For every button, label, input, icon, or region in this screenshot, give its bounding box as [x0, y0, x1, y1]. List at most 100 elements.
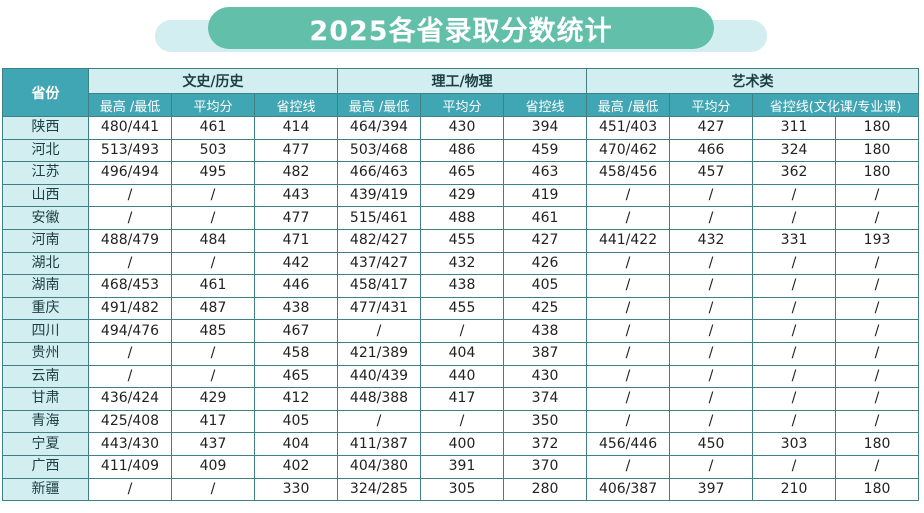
header-group-row: 省份 文史/历史 理工/物理 艺术类: [2, 68, 920, 117]
score-cell: 429: [420, 183, 505, 208]
score-cell: /: [586, 341, 671, 366]
table-row: 贵州 //458 421/389 404 387// / /: [2, 341, 920, 366]
table-row: 青海 425/408 417 405//350// / /: [2, 409, 920, 434]
subheader-control-line: 省控线: [503, 93, 588, 117]
score-cell: 461: [503, 206, 588, 230]
score-cell: 405: [253, 409, 339, 434]
score-cell: 465: [420, 161, 505, 185]
province-header: 省份: [2, 68, 89, 117]
score-cell: 495: [171, 161, 255, 185]
score-cell: 180: [835, 116, 920, 140]
score-cell: 397: [669, 477, 754, 502]
score-cell: 404: [420, 341, 505, 366]
table-row: 云南 //465 440/439 440 430// / /: [2, 364, 920, 389]
score-cell: 180: [835, 477, 920, 502]
score-cell: /: [88, 341, 172, 366]
table-row: 重庆 491/482 487 438 477/431 455 425// / /: [2, 296, 920, 321]
score-cell: 330: [253, 477, 339, 502]
score-cell: 411/409: [88, 454, 172, 479]
score-cell: /: [835, 409, 920, 434]
score-cell: 180: [835, 432, 920, 456]
score-cell: /: [835, 183, 920, 208]
score-cell: 459: [503, 138, 588, 163]
score-cell: 429: [171, 387, 255, 411]
score-cell: /: [752, 251, 837, 276]
score-cell: 425/408: [88, 409, 172, 434]
score-cell: 404/380: [337, 454, 422, 479]
score-cell: 463: [503, 161, 588, 185]
score-cell: 503: [171, 138, 255, 163]
score-cell: 496/494: [88, 161, 172, 185]
score-cell: /: [835, 364, 920, 389]
score-cell: /: [420, 319, 505, 343]
table-body: 陕西 480/441 461 414 464/394 430 394 451/403 427 31…: [2, 116, 920, 502]
table-row: 江苏 496/494 495 482 466/463 465 463 458/456 457 36…: [2, 161, 920, 185]
score-cell: /: [835, 319, 920, 343]
table-row: 湖南 468/453 461 446 458/417 438 405// / /: [2, 274, 920, 298]
table-row: 四川 494/476 485 467//438// / /: [2, 319, 920, 343]
score-cell: 480/441: [88, 116, 172, 140]
subheader-control-line: 省控线: [253, 93, 339, 117]
score-cell: /: [88, 364, 172, 389]
score-cell: /: [835, 454, 920, 479]
group-header-arts: 艺术类: [586, 68, 920, 94]
score-cell: 280: [503, 477, 588, 502]
score-cell: /: [752, 409, 837, 434]
score-cell: /: [669, 341, 754, 366]
score-cell: 427: [669, 116, 754, 140]
province-cell: 贵州: [2, 341, 89, 366]
score-cell: 311: [752, 116, 837, 140]
score-cell: 430: [420, 116, 505, 140]
table-row: 湖北 //442 437/427 432 426// / /: [2, 251, 920, 276]
province-cell: 云南: [2, 364, 89, 389]
province-cell: 河南: [2, 228, 89, 253]
score-cell: /: [171, 251, 255, 276]
score-cell: 374: [503, 387, 588, 411]
score-cell: 477/431: [337, 296, 422, 321]
province-cell: 重庆: [2, 296, 89, 321]
score-cell: 406/387: [586, 477, 671, 502]
score-cell: 482/427: [337, 228, 422, 253]
table-row: 新疆 //330 324/285 305 280 406/387 397 210 180: [2, 477, 920, 502]
score-cell: /: [752, 206, 837, 230]
score-cell: 470/462: [586, 138, 671, 163]
score-cell: /: [669, 206, 754, 230]
province-cell: 宁夏: [2, 432, 89, 456]
score-cell: 370: [503, 454, 588, 479]
table-row: 山西 //443 439/419 429 419// / /: [2, 183, 920, 208]
score-cell: /: [171, 206, 255, 230]
score-cell: 438: [503, 319, 588, 343]
province-cell: 江苏: [2, 161, 89, 185]
score-cell: 440/439: [337, 364, 422, 389]
score-cell: 387: [503, 341, 588, 366]
score-cell: 466: [669, 138, 754, 163]
score-cell: /: [752, 387, 837, 411]
province-cell: 陕西: [2, 116, 89, 140]
group-header-science: 理工/物理: [337, 68, 588, 94]
score-cell: /: [586, 409, 671, 434]
score-cell: /: [835, 296, 920, 321]
subheader-high-low: 最高 /最低: [337, 93, 422, 117]
province-cell: 青海: [2, 409, 89, 434]
score-cell: 477: [253, 138, 339, 163]
score-cell: 421/389: [337, 341, 422, 366]
score-cell: 324: [752, 138, 837, 163]
score-cell: 455: [420, 296, 505, 321]
score-cell: /: [586, 274, 671, 298]
score-cell: 402: [253, 454, 339, 479]
score-cell: /: [835, 251, 920, 276]
score-cell: 331: [752, 228, 837, 253]
score-cell: /: [669, 296, 754, 321]
province-cell: 湖南: [2, 274, 89, 298]
score-cell: 513/493: [88, 138, 172, 163]
score-cell: 432: [669, 228, 754, 253]
score-cell: 471: [253, 228, 339, 253]
score-cell: 437/427: [337, 251, 422, 276]
score-cell: /: [669, 319, 754, 343]
subheader-average: 平均分: [420, 93, 505, 117]
score-cell: 437: [171, 432, 255, 456]
score-cell: 443/430: [88, 432, 172, 456]
score-cell: 409: [171, 454, 255, 479]
province-cell: 河北: [2, 138, 89, 163]
score-cell: 432: [420, 251, 505, 276]
